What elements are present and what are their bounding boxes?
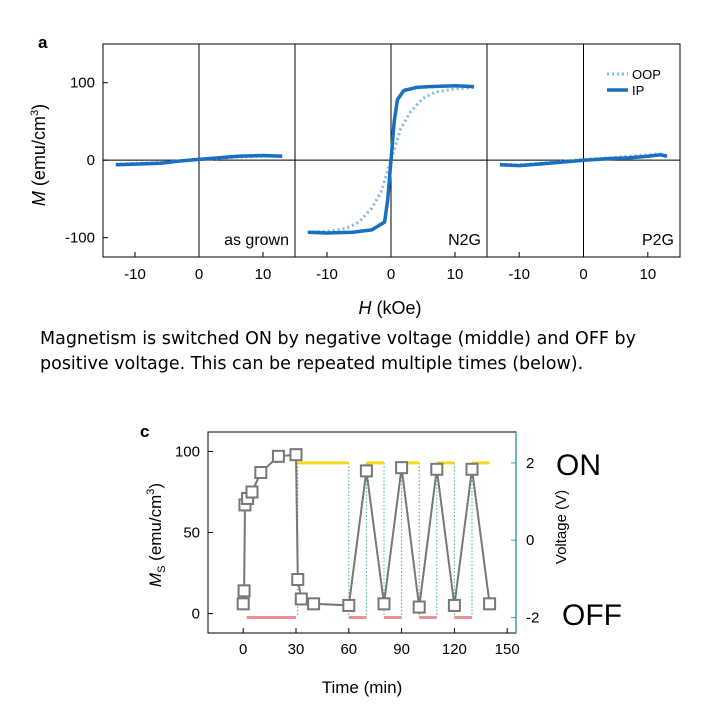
panel-a-ylabel-symbol: M	[29, 191, 49, 206]
panel-c-xlabel: Time (min)	[322, 678, 403, 697]
panel-c-label: c	[140, 422, 149, 441]
ms-data-point	[465, 462, 479, 476]
x-tick-label: 0	[195, 266, 203, 283]
panel-a-legend: OOP IP	[607, 67, 661, 98]
x-tick-label: 0	[579, 266, 587, 283]
panel-c-ylabel-sup: 3	[145, 489, 157, 495]
x-tick-label: 30	[288, 641, 305, 658]
subplot-title-p2g: P2G	[642, 232, 674, 249]
ms-data-point	[291, 573, 305, 587]
ms-data-point	[254, 466, 268, 480]
off-label: OFF	[562, 599, 622, 632]
panel-a-ylabel-sup: 3	[29, 110, 41, 116]
x-tick-label: 150	[495, 641, 520, 658]
y-tick-label: 0	[192, 606, 200, 623]
plot-frame	[207, 431, 517, 634]
ms-data-point	[430, 462, 444, 476]
ms-data-point	[245, 485, 259, 499]
panel-a-ylabel-unit: (emu/cm	[29, 116, 49, 186]
x-tick-label: 10	[447, 266, 464, 283]
ms-data-point	[294, 592, 308, 606]
panel-a-ylabel-close: )	[29, 104, 49, 110]
panel-a-xlabel-symbol: H	[358, 298, 372, 318]
x-tick-label: -10	[316, 266, 338, 283]
subplot-title-n2g: N2G	[448, 232, 481, 249]
y-tick-label: 100	[175, 443, 200, 460]
y-tick-label: 50	[183, 525, 200, 542]
ms-data-point	[395, 461, 409, 475]
x-tick-label: 0	[387, 266, 395, 283]
x-tick-label: 90	[393, 641, 410, 658]
panel-a-xlabel: H (kOe)	[358, 298, 421, 318]
y2-tick-label: 0	[526, 532, 534, 549]
x-tick-label: 10	[639, 266, 656, 283]
x-tick-label: 10	[255, 266, 272, 283]
panel-a-ylabel: M (emu/cm3)	[29, 104, 49, 206]
on-label: ON	[556, 449, 601, 482]
subplot-title-as-grown: as grown	[224, 232, 289, 249]
ms-data-point	[483, 597, 497, 611]
svg-text:MS (emu/cm3): MS (emu/cm3)	[145, 483, 168, 587]
ms-data-point	[307, 597, 321, 611]
ms-data-point	[377, 597, 391, 611]
caption: Magnetism is switched ON by negative vol…	[40, 329, 636, 374]
panel-a-label: a	[38, 33, 48, 52]
panel-c-ylabel-symbol: M	[146, 572, 165, 587]
ms-data-point	[237, 584, 251, 598]
y-tick-label: 0	[87, 152, 95, 169]
ms-data-point	[359, 464, 373, 478]
svg-text:M (emu/cm3): M (emu/cm3)	[29, 104, 49, 206]
ms-data-point	[289, 448, 303, 462]
y-tick-label: 100	[70, 75, 95, 92]
ms-data-point	[236, 597, 250, 611]
ms-data-point	[271, 449, 285, 463]
x-tick-label: -10	[508, 266, 530, 283]
ms-data-point	[412, 600, 426, 614]
y-tick-label: -100	[65, 230, 95, 247]
y2-tick-label: -2	[526, 610, 539, 627]
subplot-n2g: -10 0 10 N2G	[294, 43, 488, 283]
panel-c-y2label-text: Voltage (V)	[553, 490, 570, 564]
panel-c-ylabel-unit: (emu/cm	[146, 495, 165, 566]
legend-ip-label: IP	[632, 83, 644, 98]
ms-data-point	[447, 598, 461, 612]
ms-data-point	[342, 598, 356, 612]
panel-c-plot: 0 30 60 90 120 150 0 50 100 -2 0 2	[175, 431, 539, 658]
panel-c-ylabel-close: )	[146, 483, 165, 489]
panel-a-xlabel-unit: (kOe)	[371, 298, 421, 318]
x-tick-label: 60	[340, 641, 357, 658]
legend-oop-label: OOP	[632, 67, 661, 82]
series-line-ip-p2g	[499, 153, 668, 168]
panel-c-y2label: Voltage (V)	[553, 490, 570, 564]
panel-c-ylabel: MS (emu/cm3)	[145, 483, 168, 587]
y2-tick-label: 2	[526, 455, 534, 472]
series-line-ip-as-grown	[115, 153, 283, 167]
x-tick-label: -10	[124, 266, 146, 283]
panel-c-ylabel-sub: S	[156, 566, 168, 573]
x-tick-label: 0	[239, 641, 247, 658]
series-line-ip-n2g	[307, 84, 475, 235]
subplot-p2g: -10 0 10 P2G	[486, 43, 681, 283]
x-tick-label: 120	[442, 641, 467, 658]
